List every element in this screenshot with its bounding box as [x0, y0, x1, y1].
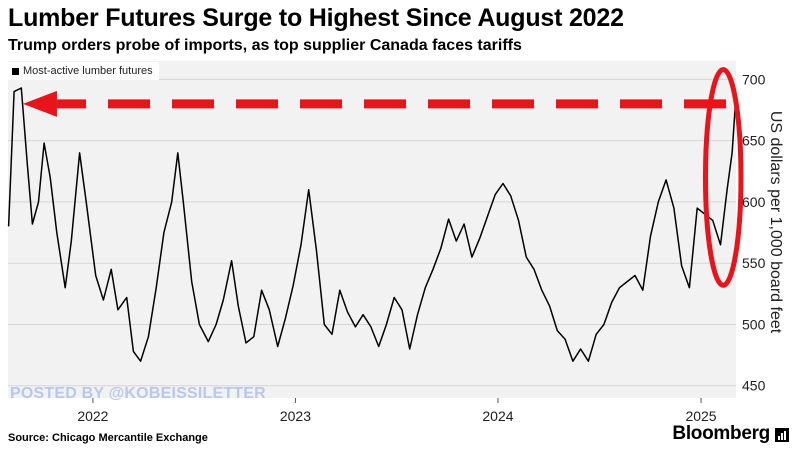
x-tick-label-2025: 2025	[685, 408, 716, 424]
bloomberg-chart-icon	[775, 428, 789, 442]
plot-background	[8, 61, 736, 398]
y-tick-label-650: 650	[742, 133, 766, 149]
y-tick-label-600: 600	[742, 194, 766, 210]
legend-swatch	[12, 67, 19, 75]
highlight-ellipse	[702, 67, 744, 288]
y-tick-label-450: 450	[742, 378, 766, 394]
y-tick-label-700: 700	[742, 71, 766, 87]
x-tick-labels: 2022 2023 2024 2025	[77, 398, 717, 424]
bloomberg-logo: Bloomberg	[672, 423, 770, 444]
watermark: POSTED BY @KOBEISSILETTER	[10, 385, 266, 402]
source-note: Source: Chicago Mercantile Exchange	[8, 432, 208, 444]
y-axis-label: US dollars per 1,000 board feet	[767, 111, 784, 334]
chart-title: Lumber Futures Surge to Highest Since Au…	[8, 4, 624, 32]
x-tick-label-2024: 2024	[482, 408, 513, 424]
arrow-head	[22, 90, 57, 117]
x-tick-label-2023: 2023	[280, 408, 311, 424]
series-line-lumber-futures	[7, 87, 737, 362]
legend-label: Most-active lumber futures	[23, 65, 153, 77]
y-tick-label-550: 550	[742, 255, 766, 271]
y-tick-label-500: 500	[742, 316, 766, 332]
chart-subtitle: Trump orders probe of imports, as top su…	[8, 37, 522, 54]
x-tick-label-2022: 2022	[77, 408, 108, 424]
legend: Most-active lumber futures	[8, 62, 159, 80]
annotations	[22, 67, 744, 288]
y-tick-labels: 450 500 550 600 650 700	[742, 71, 766, 393]
